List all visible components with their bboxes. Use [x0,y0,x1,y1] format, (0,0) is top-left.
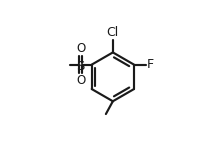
Text: O: O [76,74,85,87]
Text: F: F [147,58,154,71]
Text: O: O [76,42,85,55]
Text: Cl: Cl [107,26,119,39]
Text: S: S [76,60,85,73]
